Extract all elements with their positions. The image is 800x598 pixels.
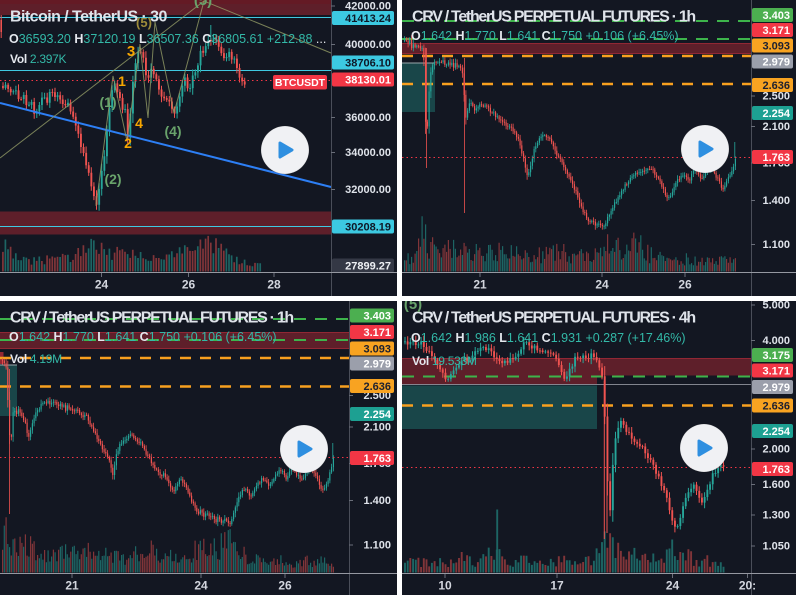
svg-text:2.254: 2.254 — [762, 108, 790, 120]
svg-text:1.100: 1.100 — [363, 540, 391, 552]
svg-text:24: 24 — [595, 278, 609, 292]
svg-text:1.763: 1.763 — [762, 464, 790, 476]
svg-text:1.100: 1.100 — [762, 239, 790, 251]
svg-text:3.175: 3.175 — [762, 350, 790, 362]
svg-text:3.171: 3.171 — [762, 366, 790, 378]
svg-text:2.636: 2.636 — [762, 401, 790, 413]
svg-text:38130.01: 38130.01 — [345, 75, 391, 87]
svg-text:1.050: 1.050 — [762, 541, 790, 553]
svg-text:2.254: 2.254 — [762, 426, 790, 438]
svg-text:30208.19: 30208.19 — [345, 222, 391, 234]
svg-text:3.093: 3.093 — [363, 344, 391, 356]
svg-text:32000.00: 32000.00 — [345, 184, 391, 196]
svg-text:42000.00: 42000.00 — [345, 1, 391, 13]
svg-text:(5): (5) — [194, 0, 212, 9]
svg-text:41413.24: 41413.24 — [345, 13, 392, 25]
svg-text:1.400: 1.400 — [363, 495, 391, 507]
svg-text:2.100: 2.100 — [762, 121, 790, 133]
svg-text:(1): (1) — [99, 94, 116, 110]
svg-text:2.979: 2.979 — [363, 359, 391, 371]
svg-text:21: 21 — [65, 579, 79, 593]
svg-text:20:: 20: — [739, 579, 756, 593]
svg-text:2.000: 2.000 — [762, 444, 790, 456]
svg-text:24: 24 — [95, 278, 109, 292]
svg-text:1.400: 1.400 — [762, 195, 790, 207]
svg-text:40000.00: 40000.00 — [345, 39, 391, 51]
svg-text:4.000: 4.000 — [762, 335, 790, 347]
svg-text:O36593.20 H37120.19 L36507.36: O36593.20 H37120.19 L36507.36 C36805.61 … — [9, 32, 326, 46]
svg-text:O1.642 H1.986 L1.641 C1.931 +0: O1.642 H1.986 L1.641 C1.931 +0.287 (+17.… — [411, 331, 686, 345]
svg-text:(5): (5) — [136, 15, 152, 30]
svg-text:21: 21 — [473, 278, 487, 292]
svg-text:38706.10: 38706.10 — [345, 58, 391, 70]
svg-text:34000.00: 34000.00 — [345, 147, 391, 159]
svg-text:24: 24 — [666, 579, 680, 593]
svg-text:3.171: 3.171 — [762, 25, 790, 37]
svg-text:3.403: 3.403 — [762, 10, 790, 22]
svg-text:O1.642 H1.770 L1.641 C1.750 +0: O1.642 H1.770 L1.641 C1.750 +0.106 (+6.4… — [9, 330, 277, 344]
svg-text:BTCUSDT: BTCUSDT — [275, 77, 326, 89]
svg-text:1.300: 1.300 — [762, 510, 790, 522]
svg-text:1: 1 — [118, 73, 126, 89]
svg-text:2.979: 2.979 — [762, 382, 790, 394]
svg-text:26: 26 — [678, 278, 692, 292]
svg-text:4: 4 — [135, 115, 143, 131]
svg-text:3.093: 3.093 — [762, 41, 790, 53]
svg-text:1.763: 1.763 — [363, 453, 391, 465]
svg-text:Vol 2.397K: Vol 2.397K — [10, 52, 66, 66]
svg-text:2.636: 2.636 — [762, 80, 790, 92]
svg-text:2: 2 — [124, 135, 132, 151]
svg-text:28: 28 — [267, 278, 281, 292]
svg-text:3: 3 — [127, 43, 135, 60]
svg-text:27899.27: 27899.27 — [345, 261, 391, 273]
svg-text:26: 26 — [278, 579, 292, 593]
svg-text:24: 24 — [194, 579, 208, 593]
svg-text:2.979: 2.979 — [762, 57, 790, 69]
svg-text:5.000: 5.000 — [762, 301, 790, 312]
svg-text:(2): (2) — [104, 171, 121, 187]
svg-text:CRV / TetherUS PERPETUAL FUTUR: CRV / TetherUS PERPETUAL FUTURES · 4h — [412, 310, 695, 327]
svg-text:(5): (5) — [404, 301, 422, 313]
svg-text:10: 10 — [438, 579, 452, 593]
svg-text:36000.00: 36000.00 — [345, 112, 391, 124]
svg-text:2.100: 2.100 — [363, 422, 391, 434]
svg-text:2.500: 2.500 — [762, 91, 790, 103]
svg-text:Vol 4.19M: Vol 4.19M — [10, 352, 62, 366]
svg-text:CRV / TetherUS PERPETUAL FUTUR: CRV / TetherUS PERPETUAL FUTURES · 1h — [412, 9, 695, 26]
svg-text:17: 17 — [550, 579, 564, 593]
svg-text:3.403: 3.403 — [363, 311, 391, 323]
svg-text:CRV / TetherUS PERPETUAL FUTUR: CRV / TetherUS PERPETUAL FUTURES · 1h — [10, 310, 293, 327]
svg-text:1.600: 1.600 — [762, 479, 790, 491]
svg-text:26: 26 — [182, 278, 196, 292]
svg-text:O1.642 H1.770 L1.641 C1.750 +0: O1.642 H1.770 L1.641 C1.750 +0.106 (+6.4… — [411, 29, 679, 43]
svg-text:2.636: 2.636 — [363, 381, 391, 393]
svg-text:1.763: 1.763 — [762, 152, 790, 164]
svg-text:Bitcoin / TetherUS · 30: Bitcoin / TetherUS · 30 — [10, 9, 168, 26]
svg-text:Vol 19.533M: Vol 19.533M — [412, 354, 477, 368]
svg-text:3.171: 3.171 — [363, 327, 391, 339]
svg-text:2.254: 2.254 — [363, 409, 391, 421]
svg-text:(4): (4) — [164, 123, 181, 139]
